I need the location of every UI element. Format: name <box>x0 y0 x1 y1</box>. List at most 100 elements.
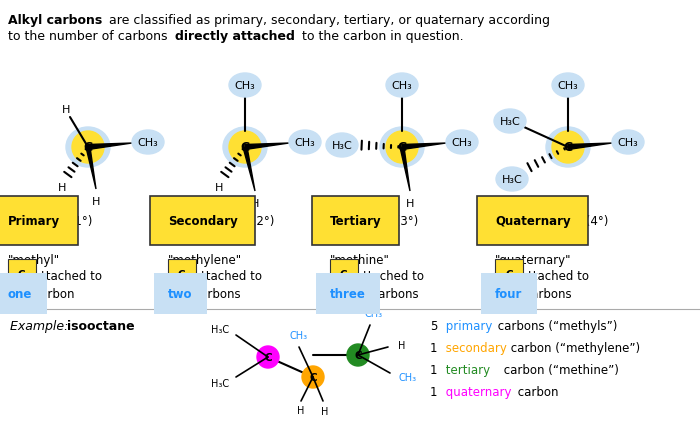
Text: CH₃: CH₃ <box>617 138 638 148</box>
Text: •: • <box>330 269 341 282</box>
Text: "quaternary": "quaternary" <box>495 253 571 266</box>
Circle shape <box>257 346 279 368</box>
Text: C: C <box>398 141 407 154</box>
Polygon shape <box>400 147 410 192</box>
Text: carbons: carbons <box>368 287 419 300</box>
Text: directly attached: directly attached <box>175 30 295 43</box>
Text: CH₃: CH₃ <box>295 138 316 148</box>
Text: attached to: attached to <box>517 269 589 282</box>
Text: •: • <box>495 269 505 282</box>
Text: carbons: carbons <box>521 287 572 300</box>
Text: CH₃: CH₃ <box>365 308 383 318</box>
Ellipse shape <box>612 131 644 155</box>
Text: CH₃: CH₃ <box>558 81 578 91</box>
Circle shape <box>386 132 418 164</box>
Text: attached to: attached to <box>30 269 102 282</box>
Text: isooctane: isooctane <box>67 319 134 332</box>
Text: "methyl": "methyl" <box>8 253 60 266</box>
Text: carbon: carbon <box>30 287 74 300</box>
Polygon shape <box>568 144 612 150</box>
Polygon shape <box>402 144 446 150</box>
Ellipse shape <box>494 110 526 134</box>
Text: attached to: attached to <box>352 269 424 282</box>
Circle shape <box>229 132 261 164</box>
Text: H₃C: H₃C <box>211 324 229 334</box>
Text: 1: 1 <box>430 341 438 354</box>
Text: tertiary: tertiary <box>442 363 490 376</box>
Text: C: C <box>83 141 92 154</box>
Text: carbon (“methine”): carbon (“methine”) <box>500 363 620 376</box>
Text: (2°): (2°) <box>248 215 274 227</box>
Text: "methine": "methine" <box>330 253 390 266</box>
Text: carbon: carbon <box>330 231 376 245</box>
Text: Alkyl carbons: Alkyl carbons <box>8 14 102 27</box>
Polygon shape <box>245 144 289 150</box>
Ellipse shape <box>380 128 424 167</box>
Text: are classified as primary, secondary, tertiary, or quaternary according: are classified as primary, secondary, te… <box>105 14 550 27</box>
Text: H₃C: H₃C <box>500 117 520 127</box>
Ellipse shape <box>326 134 358 158</box>
Text: secondary: secondary <box>442 341 507 354</box>
Text: CH₃: CH₃ <box>452 138 472 148</box>
Text: (1°): (1°) <box>66 215 92 227</box>
Text: one: one <box>8 287 32 300</box>
Ellipse shape <box>132 131 164 155</box>
Text: C: C <box>354 350 362 360</box>
Text: three: three <box>330 287 366 300</box>
Polygon shape <box>86 147 96 190</box>
Text: carbon: carbon <box>495 231 540 245</box>
Text: quaternary: quaternary <box>442 385 512 398</box>
Text: CH₃: CH₃ <box>399 372 417 382</box>
Text: C: C <box>564 141 573 154</box>
Circle shape <box>72 132 104 164</box>
Text: H: H <box>251 199 259 208</box>
Text: 5: 5 <box>430 319 438 332</box>
Text: CH₃: CH₃ <box>290 330 308 340</box>
Text: •: • <box>168 269 178 282</box>
Text: C: C <box>240 141 250 154</box>
Text: "methylene": "methylene" <box>168 253 242 266</box>
Text: 1: 1 <box>430 363 438 376</box>
Ellipse shape <box>546 128 590 167</box>
Text: Secondary: Secondary <box>168 215 238 227</box>
Ellipse shape <box>66 128 110 167</box>
Text: carbons (“methyls”): carbons (“methyls”) <box>494 319 617 332</box>
Text: H₃C: H₃C <box>211 378 229 388</box>
Polygon shape <box>243 147 255 192</box>
Text: CH₃: CH₃ <box>138 138 158 148</box>
Text: (3°): (3°) <box>392 215 419 227</box>
Text: Quaternary: Quaternary <box>495 215 570 227</box>
Ellipse shape <box>229 74 261 98</box>
Polygon shape <box>88 144 132 150</box>
Text: carbon: carbon <box>8 231 54 245</box>
Text: C: C <box>505 269 512 279</box>
Text: H: H <box>398 340 406 350</box>
Text: H: H <box>406 199 414 208</box>
Text: to the number of carbons: to the number of carbons <box>8 30 171 43</box>
Ellipse shape <box>446 131 478 155</box>
Text: to the carbon in question.: to the carbon in question. <box>298 30 463 43</box>
Text: C: C <box>309 372 317 382</box>
Text: (4°): (4°) <box>582 215 608 227</box>
Text: carbon: carbon <box>514 385 558 398</box>
Text: H: H <box>58 183 66 193</box>
Ellipse shape <box>496 167 528 192</box>
Text: H: H <box>321 406 329 416</box>
Text: CH₃: CH₃ <box>234 81 255 91</box>
Text: H: H <box>298 405 304 415</box>
Text: C: C <box>340 269 348 279</box>
Text: •: • <box>8 269 19 282</box>
Text: four: four <box>495 287 522 300</box>
Text: H: H <box>92 196 100 207</box>
Text: Tertiary: Tertiary <box>330 215 382 227</box>
Text: C: C <box>264 352 272 362</box>
Text: H: H <box>215 183 223 193</box>
Text: H₃C: H₃C <box>502 175 522 184</box>
Text: 1: 1 <box>430 385 438 398</box>
Text: carbon: carbon <box>168 231 214 245</box>
Text: H: H <box>62 105 70 115</box>
Text: H₃C: H₃C <box>332 141 352 151</box>
Circle shape <box>347 344 369 366</box>
Ellipse shape <box>386 74 418 98</box>
Text: Primary: Primary <box>8 215 60 227</box>
